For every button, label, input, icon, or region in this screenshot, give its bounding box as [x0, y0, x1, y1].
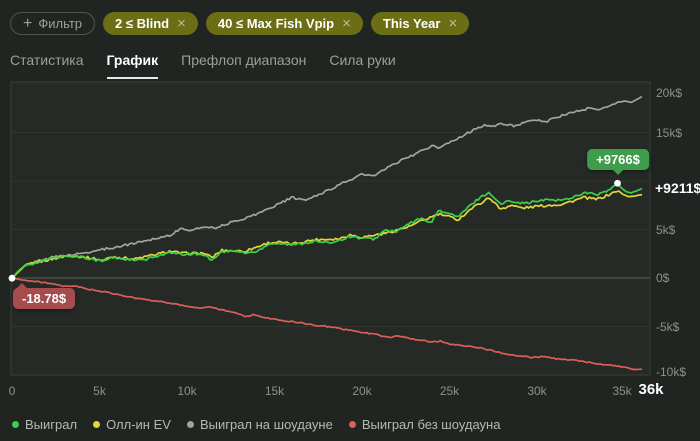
tab-hand-strength[interactable]: Сила руки — [329, 52, 396, 68]
legend-dot-icon — [12, 421, 19, 428]
plus-icon: + — [23, 14, 33, 32]
close-icon[interactable]: × — [177, 15, 186, 32]
legend-item-allin-ev[interactable]: Олл-ин EV — [93, 417, 171, 432]
line-won — [11, 182, 643, 279]
x-axis-tick: 5k — [93, 384, 106, 398]
plot-area — [10, 81, 651, 376]
legend-label: Выиграл — [25, 417, 78, 432]
legend-dot-icon — [186, 421, 194, 428]
tab-preflop-range[interactable]: Префлоп диапазон — [181, 52, 307, 68]
line-won-no-showdown — [11, 277, 643, 371]
tab-bar: Статистика График Префлоп диапазон Сила … — [10, 52, 396, 79]
peak-marker-dot — [614, 179, 621, 187]
start-value-tooltip: -18.78$ — [13, 283, 76, 309]
x-axis-tick: 20k — [352, 384, 372, 398]
filter-chip-blind[interactable]: 2 ≤ Blind × — [103, 12, 198, 35]
close-icon[interactable]: × — [342, 15, 351, 32]
x-axis-tick: 15k — [264, 384, 285, 398]
filter-chip-this-year[interactable]: This Year × — [370, 12, 470, 35]
peak-value-tooltip: +9766$ — [587, 149, 649, 170]
y-axis-tick: -10k$ — [656, 365, 687, 379]
chart-legend: Выиграл Олл-ин EV Выиграл на шоудауне Вы… — [12, 417, 500, 432]
tab-statistics[interactable]: Статистика — [10, 52, 84, 68]
legend-dot-icon — [93, 421, 101, 428]
legend-label: Выиграл на шоудауне — [199, 417, 333, 432]
x-axis-current-hands: 36k — [638, 381, 664, 398]
filter-chip-label: 40 ≤ Max Fish Vpip — [217, 16, 335, 31]
add-filter-button[interactable]: + Фильтр — [10, 12, 96, 35]
legend-item-won-no-showdown[interactable]: Выиграл без шоудауна — [348, 417, 501, 432]
filter-bar: + Фильтр 2 ≤ Blind × 40 ≤ Max Fish Vpip … — [10, 12, 470, 35]
y-axis-tick: 0$ — [656, 271, 670, 285]
legend-item-won-showdown[interactable]: Выиграл на шоудауне — [186, 417, 333, 432]
x-axis-tick: 0 — [8, 384, 16, 398]
legend-item-won[interactable]: Выиграл — [12, 417, 77, 432]
y-axis-tick: -5k$ — [656, 319, 680, 334]
x-axis-tick: 30k — [527, 384, 547, 398]
current-winnings-value: +9211$ — [655, 180, 700, 196]
x-axis-tick: 35k — [612, 384, 632, 398]
filter-chip-label: 2 ≤ Blind — [115, 16, 170, 31]
x-axis-tick: 10k — [177, 384, 197, 398]
x-axis-tick: 25k — [439, 384, 460, 398]
y-axis-tick: 15k$ — [656, 125, 683, 140]
tab-graph[interactable]: График — [106, 52, 159, 79]
legend-label: Выиграл без шоудауна — [361, 417, 501, 432]
y-axis-tick: 20k$ — [656, 86, 683, 100]
legend-label: Олл-ин EV — [106, 417, 171, 432]
line-won-showdown — [11, 95, 643, 279]
filter-chip-max-fish-vpip[interactable]: 40 ≤ Max Fish Vpip × — [205, 12, 363, 35]
legend-dot-icon — [348, 421, 356, 428]
close-icon[interactable]: × — [448, 15, 458, 32]
y-axis-tick: 5k$ — [656, 222, 676, 237]
add-filter-label: Фильтр — [38, 16, 83, 31]
filter-chip-label: This Year — [382, 16, 441, 31]
start-marker-dot — [8, 274, 16, 282]
